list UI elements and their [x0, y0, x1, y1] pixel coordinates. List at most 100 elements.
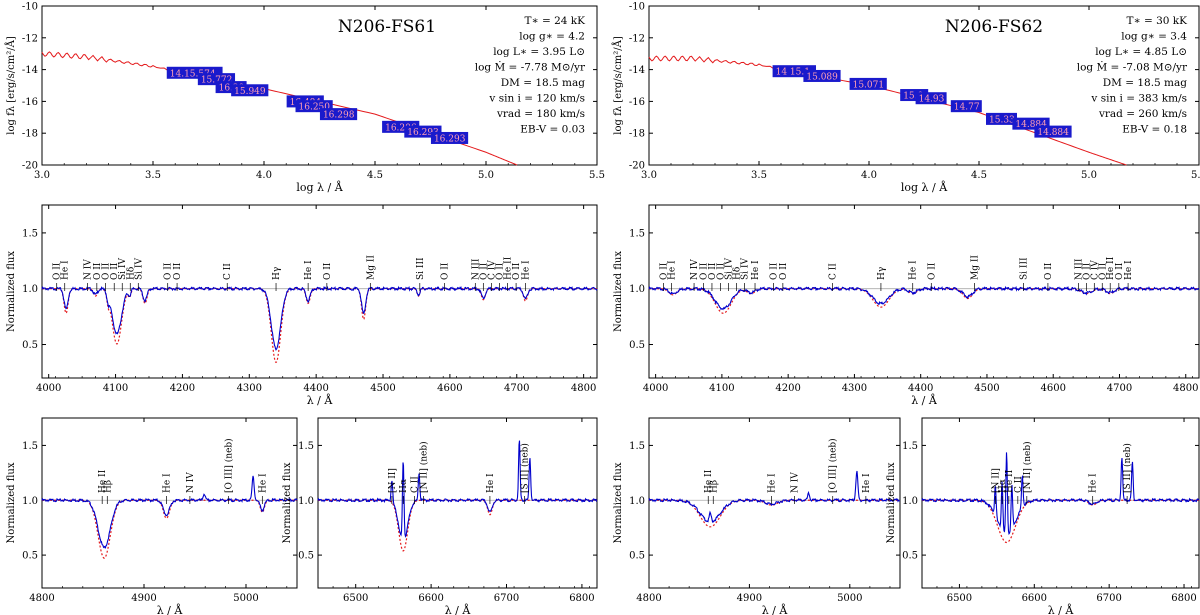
- line-id-label: He I: [521, 260, 531, 280]
- photometry-marker: 14.77: [950, 100, 982, 113]
- line-id-label: Hα: [998, 479, 1008, 493]
- plot-frame: [317, 417, 598, 589]
- line-id-label: O II: [1115, 262, 1125, 280]
- line-id-label: O II: [1098, 262, 1108, 280]
- photometry-label: 16.250: [299, 103, 331, 113]
- x-tick-label: 3.0: [641, 170, 657, 181]
- x-tick-label: 5000: [837, 593, 862, 604]
- y-axis-label: Normalized flux: [886, 462, 897, 543]
- photometry-marker: 15.071: [849, 77, 887, 90]
- stellar-parameter: v sin i = 120 km/s: [488, 93, 585, 105]
- line-id-label: Hδ: [732, 267, 742, 280]
- y-tick-label: 1.5: [22, 228, 38, 239]
- stellar-parameter: log L∗ = 3.95 L⊙: [493, 46, 585, 58]
- model-spectrum: [318, 499, 597, 552]
- stellar-parameter: log g∗ = 3.4: [1121, 31, 1187, 43]
- line-id-label: He I: [162, 473, 172, 493]
- line-id-label: N IV: [186, 472, 196, 493]
- line-id-label: He I: [61, 260, 71, 280]
- photometry-label: 15.071: [853, 80, 885, 90]
- stellar-parameter: DM = 18.5 mag: [1103, 77, 1188, 89]
- photometry-label: 14.15.574: [170, 69, 216, 79]
- photometry-label: 15.772: [201, 76, 233, 86]
- line-id-label: He I: [751, 260, 761, 280]
- line-id-label: He I: [862, 473, 872, 493]
- line-id-label: He I: [258, 473, 268, 493]
- photometry-marker: 15.33: [986, 112, 1017, 125]
- stellar-parameter: vrad = 180 km/s: [496, 108, 585, 120]
- x-tick-label: 5.0: [1081, 170, 1097, 181]
- photometry-label: 14 15.1: [776, 68, 810, 78]
- line-id-label: O II: [1044, 262, 1054, 280]
- x-axis-label: λ / Å: [445, 603, 472, 615]
- line-id-label: [N II]: [388, 468, 398, 493]
- line-id-label: O II: [660, 262, 670, 280]
- line-id-label: He I: [668, 260, 678, 280]
- plot-frame: [41, 5, 598, 166]
- y-axis-label: Normalized flux: [6, 251, 17, 332]
- x-tick-label: 4.5: [367, 170, 383, 181]
- stellar-parameter: v sin i = 383 km/s: [1090, 93, 1187, 105]
- photometry-box: [803, 69, 841, 82]
- line-id-label: Hγ: [877, 267, 887, 280]
- observed-spectrum: [41, 285, 598, 351]
- photometry-box: [1034, 125, 1072, 138]
- line-id-label: He I: [304, 260, 314, 280]
- line-id-label: O II: [495, 262, 505, 280]
- line-id-label: Hγ: [272, 267, 282, 280]
- x-tick-label: 6800: [569, 593, 594, 604]
- observed-spectrum: [317, 440, 598, 538]
- x-tick-label: 6600: [1022, 593, 1047, 604]
- y-tick-label: 1.0: [298, 496, 314, 507]
- x-tick-label: 4600: [437, 383, 462, 394]
- line-id-label: O II: [708, 262, 718, 280]
- photometry-box: [915, 92, 947, 105]
- hbeta-spectrum-panel: 4800 4900 5000 0.5 1.0 1.5 λ / Å Normalized flu…: [6, 417, 298, 615]
- line-id-label: O II: [164, 262, 174, 280]
- photometry-label: 16.298: [323, 111, 355, 121]
- line-id-label: N IV: [791, 472, 801, 493]
- photometry-box: [849, 77, 887, 90]
- plot-frame: [41, 204, 598, 379]
- observed-spectrum: [41, 475, 298, 550]
- line-id-label: He I: [1089, 473, 1099, 493]
- blue-spectrum-panel: 4000 4100 4200 4300 4400 4500 4600 4700 4800 0.5 1…: [6, 204, 598, 407]
- line-id-label: N III: [1074, 258, 1084, 280]
- x-axis-label: λ / Å: [762, 603, 789, 615]
- x-axis-label: λ / Å: [1048, 603, 1075, 615]
- x-axis-label: log λ / Å: [296, 180, 343, 194]
- x-tick-label: 4.0: [256, 170, 272, 181]
- photometry-label: 15.089: [806, 72, 838, 82]
- photometry-box: [231, 84, 269, 97]
- line-id-label: He II: [704, 469, 714, 493]
- line-id-label: [S II] (neb): [1122, 443, 1133, 493]
- photometry-marker: 15.949: [231, 84, 269, 97]
- stellar-parameter: EB-V = 0.03: [520, 124, 585, 136]
- line-id-label: C II: [223, 263, 233, 280]
- x-tick-label: 3.5: [145, 170, 161, 181]
- plot-frame: [41, 417, 298, 589]
- plot-frame: [648, 417, 901, 589]
- photometry-marker: 16.298: [319, 108, 358, 121]
- stellar-parameter: log g∗ = 4.2: [519, 31, 585, 43]
- observed-spectrum: [648, 285, 1200, 311]
- y-tick-label: 1.5: [22, 441, 38, 452]
- line-id-label: O II: [102, 262, 112, 280]
- y-tick-label: -16: [22, 97, 38, 108]
- line-id-label: Si IV: [118, 258, 128, 280]
- y-tick-label: -20: [629, 161, 645, 172]
- photometry-marker: 14.93: [915, 92, 947, 105]
- stellar-parameter: T∗ = 24 kK: [524, 15, 585, 27]
- y-tick-label: 1.0: [22, 496, 38, 507]
- line-id-label: He II: [503, 256, 513, 280]
- observed-spectrum: [921, 452, 1200, 535]
- x-tick-label: 4100: [103, 383, 128, 394]
- line-id-label: Hβ: [103, 480, 113, 493]
- line-id-label: C II: [1014, 476, 1024, 493]
- stellar-parameter: log Ṁ = -7.78 M⊙/yr: [475, 60, 586, 74]
- y-tick-label: 0.5: [22, 551, 38, 562]
- line-id-label: Hα: [399, 479, 409, 493]
- halpha-spectrum-panel: 6500 6600 6700 6800 0.5 1.0 1.5 λ / Å Normalized…: [282, 417, 598, 615]
- line-id-label: Si IV: [725, 258, 735, 280]
